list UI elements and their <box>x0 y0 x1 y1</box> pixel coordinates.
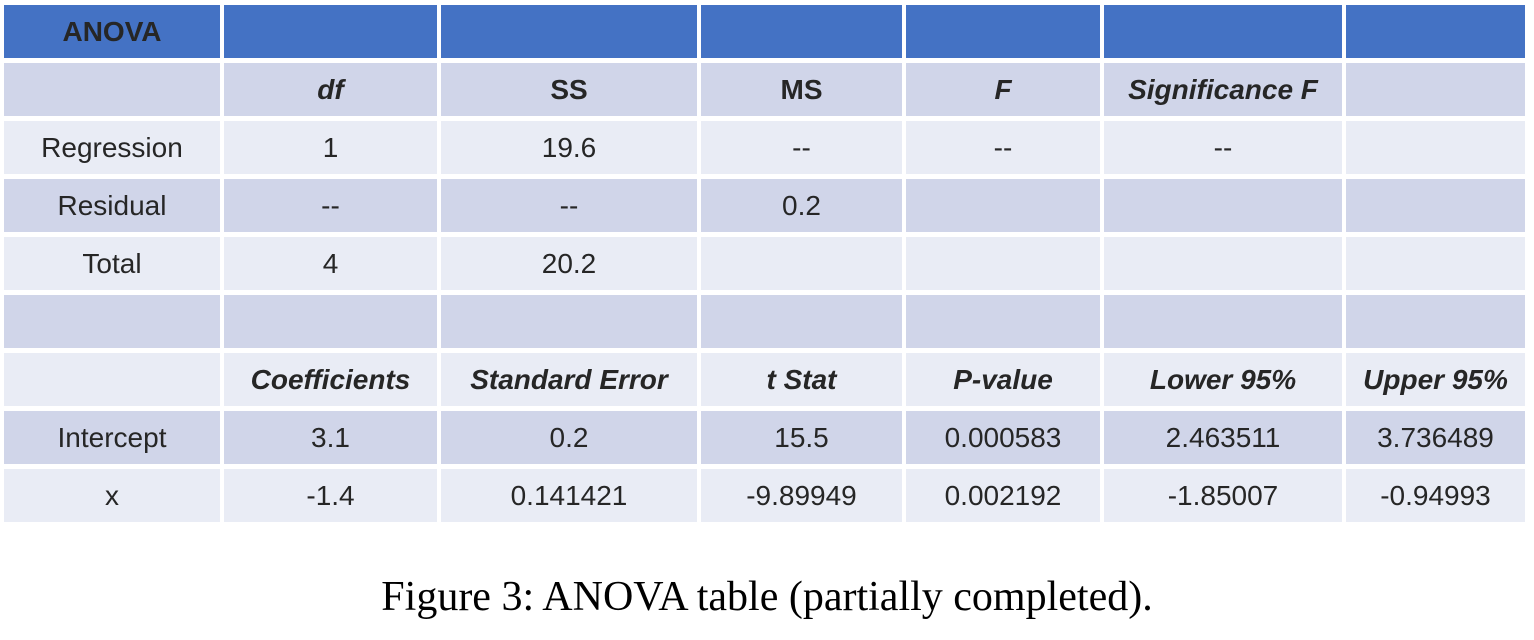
table-cell <box>224 5 437 58</box>
table-cell <box>1104 5 1342 58</box>
table-cell <box>224 295 437 348</box>
anova-table: ANOVA df SS MS F Significance F Regressi… <box>4 5 1525 522</box>
value-cell: 15.5 <box>701 411 902 464</box>
table-row-spacer <box>4 295 1525 348</box>
header-cell-df: df <box>224 63 437 116</box>
value-cell: 0.000583 <box>906 411 1100 464</box>
value-cell: 3.736489 <box>1346 411 1525 464</box>
value-cell: -- <box>441 179 697 232</box>
table-cell <box>441 295 697 348</box>
header-cell-standard-error: Standard Error <box>441 353 697 406</box>
table-cell <box>1104 295 1342 348</box>
row-label: Regression <box>4 121 220 174</box>
value-cell: 0.2 <box>441 411 697 464</box>
table-cell <box>1346 63 1525 116</box>
value-cell <box>906 237 1100 290</box>
header-cell-lower-95: Lower 95% <box>1104 353 1342 406</box>
value-cell: 19.6 <box>441 121 697 174</box>
table-row-anova-headers: df SS MS F Significance F <box>4 63 1525 116</box>
value-cell: -0.94993 <box>1346 469 1525 522</box>
table-row-total: Total 4 20.2 <box>4 237 1525 290</box>
table-cell <box>4 353 220 406</box>
table-row-x: x -1.4 0.141421 -9.89949 0.002192 -1.850… <box>4 469 1525 522</box>
value-cell: 0.002192 <box>906 469 1100 522</box>
value-cell: 20.2 <box>441 237 697 290</box>
table-cell <box>4 295 220 348</box>
table-row-intercept: Intercept 3.1 0.2 15.5 0.000583 2.463511… <box>4 411 1525 464</box>
anova-title: ANOVA <box>4 5 220 58</box>
table-row-residual: Residual -- -- 0.2 <box>4 179 1525 232</box>
header-cell-f: F <box>906 63 1100 116</box>
value-cell: 2.463511 <box>1104 411 1342 464</box>
row-label: x <box>4 469 220 522</box>
header-cell-t-stat: t Stat <box>701 353 902 406</box>
value-cell: -- <box>701 121 902 174</box>
table-cell <box>4 63 220 116</box>
table-cell <box>1346 179 1525 232</box>
value-cell: -- <box>906 121 1100 174</box>
row-label: Intercept <box>4 411 220 464</box>
table-cell <box>701 5 902 58</box>
table-cell <box>441 5 697 58</box>
figure-caption: Figure 3: ANOVA table (partially complet… <box>381 574 1153 620</box>
value-cell <box>701 237 902 290</box>
value-cell: 0.2 <box>701 179 902 232</box>
table-cell <box>906 5 1100 58</box>
table-cell <box>701 295 902 348</box>
value-cell: 0.141421 <box>441 469 697 522</box>
row-label: Total <box>4 237 220 290</box>
value-cell: -- <box>1104 121 1342 174</box>
value-cell: -9.89949 <box>701 469 902 522</box>
table-row-anova-title: ANOVA <box>4 5 1525 58</box>
header-cell-coefficients: Coefficients <box>224 353 437 406</box>
value-cell: -1.85007 <box>1104 469 1342 522</box>
header-cell-p-value: P-value <box>906 353 1100 406</box>
header-cell-ss: SS <box>441 63 697 116</box>
table-cell <box>1346 295 1525 348</box>
table-cell <box>1346 121 1525 174</box>
header-cell-upper-95: Upper 95% <box>1346 353 1525 406</box>
value-cell <box>1104 179 1342 232</box>
table-cell <box>1346 5 1525 58</box>
value-cell: 3.1 <box>224 411 437 464</box>
value-cell: -- <box>224 179 437 232</box>
table-cell <box>1346 237 1525 290</box>
table-row-coef-headers: Coefficients Standard Error t Stat P-val… <box>4 353 1525 406</box>
value-cell <box>906 179 1100 232</box>
table-row-regression: Regression 1 19.6 -- -- -- <box>4 121 1525 174</box>
table-cell <box>906 295 1100 348</box>
value-cell: 4 <box>224 237 437 290</box>
value-cell <box>1104 237 1342 290</box>
value-cell: 1 <box>224 121 437 174</box>
row-label: Residual <box>4 179 220 232</box>
header-cell-significance-f: Significance F <box>1104 63 1342 116</box>
header-cell-ms: MS <box>701 63 902 116</box>
value-cell: -1.4 <box>224 469 437 522</box>
